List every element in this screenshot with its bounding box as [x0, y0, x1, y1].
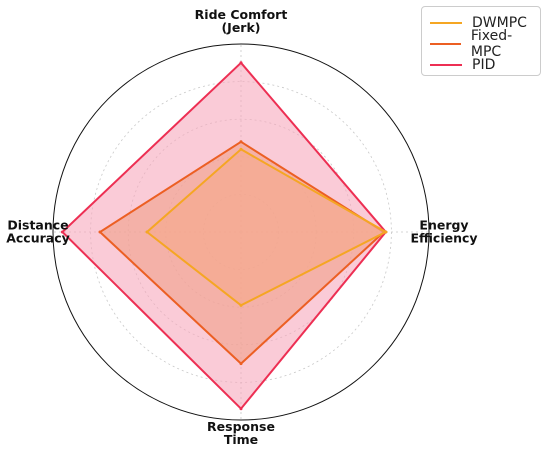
- point-dwmpc-2: [239, 303, 243, 307]
- legend-item-dwmpc: DWMPC: [430, 12, 540, 33]
- legend-label-fixed-mpc: Fixed-MPC: [470, 27, 513, 60]
- axis-label-2: Response Time: [207, 419, 275, 447]
- axis-label-3: Distance Accuracy: [6, 218, 70, 246]
- legend-item-fixed-mpc: Fixed-MPC: [430, 28, 540, 60]
- outer-ring: [52, 43, 430, 421]
- chart-legend: DWMPC Fixed-MPC PID: [421, 6, 541, 76]
- point-pid-2: [239, 407, 243, 411]
- point-pid-0: [239, 61, 243, 65]
- axis-label-0: Ride Comfort (Jerk): [195, 7, 288, 35]
- point-dwmpc-3: [145, 230, 149, 234]
- legend-label-dwmpc: DWMPC: [472, 14, 527, 31]
- legend-swatch-fixed-mpc: [430, 42, 461, 45]
- radar-series: [60, 61, 388, 411]
- legend-item-pid: PID: [430, 54, 540, 75]
- point-fixed-mpc-3: [98, 230, 102, 234]
- series-area-dwmpc: [147, 149, 386, 306]
- point-fixed-mpc-2: [239, 362, 243, 366]
- radar-axis-labels: Ride Comfort (Jerk) Energy Efficiency Respon…: [6, 7, 477, 447]
- axis-label-1: Energy Efficiency: [410, 218, 477, 246]
- legend-label-pid: PID: [472, 56, 496, 73]
- point-fixed-mpc-0: [239, 140, 243, 144]
- legend-swatch-dwmpc: [430, 21, 462, 24]
- legend-swatch-pid: [430, 63, 462, 66]
- point-dwmpc-1: [384, 230, 388, 234]
- point-pid-3: [60, 230, 64, 234]
- point-dwmpc-0: [239, 147, 243, 151]
